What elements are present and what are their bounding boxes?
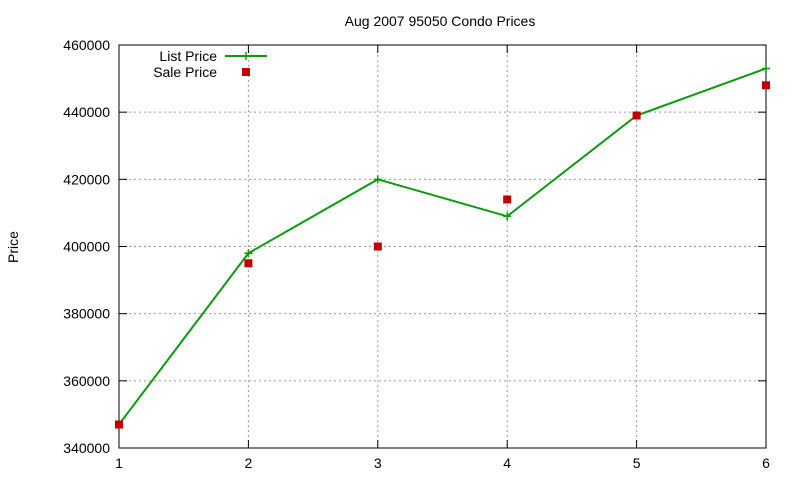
sale-price-point bbox=[632, 111, 641, 120]
list-price-point bbox=[503, 212, 512, 221]
grid-lines bbox=[119, 45, 766, 448]
x-tick-label: 5 bbox=[633, 455, 641, 471]
list-price-point bbox=[244, 249, 253, 258]
sale-price-point bbox=[373, 242, 382, 251]
legend-swatch-sale-price bbox=[242, 68, 250, 76]
chart-title: Aug 2007 95050 Condo Prices bbox=[345, 13, 536, 29]
list-price-point bbox=[373, 175, 382, 184]
data-series bbox=[115, 64, 770, 429]
y-tick-label: 340000 bbox=[63, 440, 110, 456]
sale-price-point bbox=[762, 81, 770, 90]
y-tick-label: 380000 bbox=[63, 306, 110, 322]
legend-label-list-price: List Price bbox=[159, 48, 217, 64]
list-price-point bbox=[762, 64, 770, 73]
x-tick-label: 4 bbox=[503, 455, 511, 471]
x-tick-label: 6 bbox=[762, 455, 770, 471]
y-tick-label: 400000 bbox=[63, 239, 110, 255]
legend-label-sale-price: Sale Price bbox=[153, 64, 217, 80]
x-tick-label: 2 bbox=[245, 455, 253, 471]
y-axis-label: Price bbox=[5, 231, 21, 263]
axis-ticks: 340000 360000 380000 400000 420000 440000 4600… bbox=[63, 37, 770, 471]
y-tick-label: 460000 bbox=[63, 37, 110, 53]
y-tick-label: 420000 bbox=[63, 171, 110, 187]
x-tick-label: 1 bbox=[115, 455, 123, 471]
plot-frame bbox=[118, 44, 767, 449]
list-price-line bbox=[118, 67, 767, 426]
y-tick-label: 360000 bbox=[63, 373, 110, 389]
y-tick-label: 440000 bbox=[63, 104, 110, 120]
sale-price-point bbox=[115, 420, 123, 429]
x-tick-label: 3 bbox=[374, 455, 382, 471]
sale-price-point bbox=[503, 195, 512, 204]
sale-price-point bbox=[244, 259, 253, 268]
